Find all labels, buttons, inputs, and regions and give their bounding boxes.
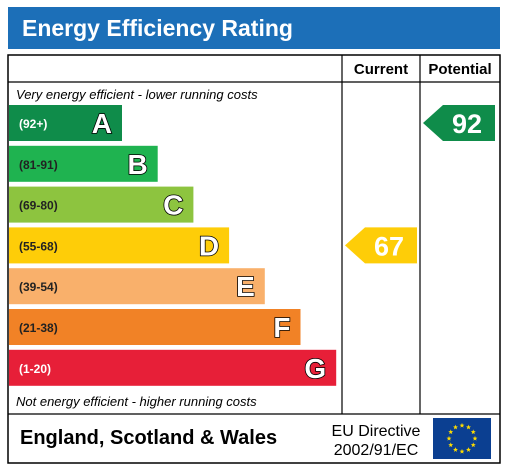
rating-arrows: 67 92 bbox=[345, 105, 495, 264]
title-bar: Energy Efficiency Rating bbox=[8, 7, 500, 49]
band-b-range: (81-91) bbox=[19, 158, 58, 172]
band-g-range: (1-20) bbox=[19, 362, 51, 376]
band-a-bar bbox=[9, 105, 122, 141]
band-d-range: (55-68) bbox=[19, 239, 58, 253]
band-f-bar bbox=[9, 309, 301, 345]
band-e-bar bbox=[9, 268, 265, 305]
eu-star-icon bbox=[466, 424, 471, 430]
band-c-range: (69-80) bbox=[19, 199, 58, 213]
band-f-letter: F bbox=[273, 312, 290, 343]
band-b-letter: B bbox=[127, 149, 147, 180]
chart-frame bbox=[7, 54, 501, 464]
current-column-header: Current bbox=[354, 61, 408, 78]
directive-line-1: EU Directive bbox=[332, 423, 421, 440]
eu-star-icon bbox=[466, 447, 471, 452]
band-a-letter: A bbox=[92, 108, 112, 139]
band-f-range: (21-38) bbox=[19, 321, 58, 335]
eu-star-icon bbox=[453, 447, 458, 452]
eu-star-icon bbox=[448, 429, 454, 435]
band-g-bar bbox=[9, 349, 337, 386]
eu-star-icon bbox=[472, 435, 478, 441]
band-b-bar bbox=[9, 145, 158, 182]
band-c-bar bbox=[9, 186, 194, 223]
eu-star-icon bbox=[448, 442, 454, 448]
eu-star-icon bbox=[459, 422, 465, 428]
band-d-bar bbox=[9, 227, 230, 264]
eu-star-icon bbox=[446, 435, 452, 441]
band-g-letter: G bbox=[304, 353, 326, 384]
bottom-note: Not energy efficient - higher running co… bbox=[16, 394, 257, 409]
current-rating-arrow bbox=[345, 227, 417, 264]
band-d-letter: D bbox=[199, 230, 219, 261]
eu-star-icon bbox=[459, 448, 465, 454]
band-c-letter: C bbox=[163, 190, 183, 221]
potential-rating-value: 92 bbox=[452, 109, 482, 139]
eu-star-icon bbox=[453, 424, 458, 430]
band-e-range: (39-54) bbox=[19, 280, 58, 294]
eu-flag-icon bbox=[433, 418, 491, 459]
band-e-letter: E bbox=[236, 271, 255, 302]
rating-bands: (92+) A (81-91) B (69-80) C (55-68) D (39-54) E (2… bbox=[9, 105, 337, 386]
top-note: Very energy efficient - lower running co… bbox=[16, 87, 258, 102]
chart-title: Energy Efficiency Rating bbox=[22, 15, 293, 41]
potential-rating-arrow bbox=[423, 105, 495, 141]
current-rating-value: 67 bbox=[374, 231, 404, 261]
band-a-range: (92+) bbox=[19, 117, 47, 131]
footer-region: England, Scotland & Wales bbox=[20, 427, 277, 449]
directive-line-2: 2002/91/EC bbox=[334, 442, 419, 459]
eu-star-icon bbox=[470, 442, 476, 448]
eu-star-icon bbox=[470, 429, 476, 435]
potential-column-header: Potential bbox=[428, 61, 491, 78]
